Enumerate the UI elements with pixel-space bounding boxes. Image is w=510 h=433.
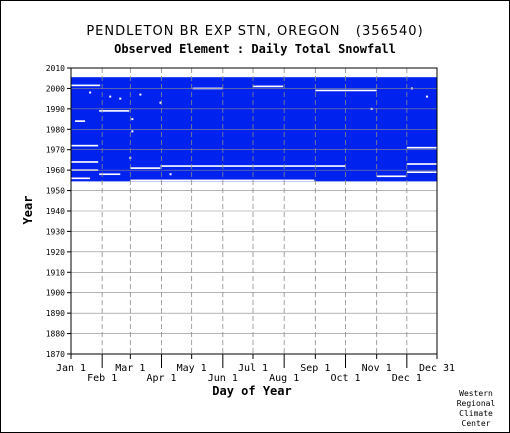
y-tick-label: 1970 [46,146,65,155]
missing-data-segment [71,84,101,87]
missing-data-point [109,95,112,98]
y-tick-label: 2000 [46,84,65,93]
x-tick-label: Nov 1 [362,363,392,374]
x-tick-label: May 1 [177,363,207,374]
y-axis-label: Year [21,196,35,225]
y-tick-label: 1990 [46,105,65,114]
y-tick-label: 2010 [46,64,65,73]
credit-block: Western Regional Climate Center [448,389,504,429]
chart-title: PENDLETON BR EXP STN, OREGON (356540) [86,24,424,39]
credit-line: Center [461,419,491,428]
missing-data-point [169,173,172,176]
x-tick-label: Jul 1 [238,363,268,374]
y-tick-label: 1920 [46,248,65,257]
y-tick-label: 1890 [46,309,65,318]
missing-data-segment [130,179,315,182]
x-axis-label: Day of Year [212,384,291,398]
missing-data-point [425,95,428,98]
y-tick-label: 1880 [46,330,65,339]
missing-data-segment [315,89,377,92]
y-tick-label: 1910 [46,268,65,277]
missing-data-segment [406,146,437,149]
x-tick-label: Jan 1 [56,363,86,374]
credit-line: Regional [456,399,496,408]
x-tick-label: Dec 1 [392,373,422,384]
credit-line: Western [459,389,493,398]
x-tick-label: Sep 1 [300,363,330,374]
missing-data-segment [406,163,437,165]
x-tick-label: Mar 1 [115,363,145,374]
x-tick-label: Oct 1 [330,373,360,384]
missing-data-point [131,118,134,121]
y-tick-label: 1960 [46,166,65,175]
y-tick-label: 1980 [46,125,65,134]
missing-data-segment [130,167,161,169]
x-tick-label: Aug 1 [269,373,299,384]
missing-data-point [159,101,162,104]
missing-data-point [89,91,92,94]
missing-data-segment [99,110,130,112]
x-tick-label: Dec 31 [419,363,455,374]
missing-data-segment [71,177,91,180]
x-tick-label: Jun 1 [208,373,238,384]
missing-data-segment [406,171,437,174]
y-tick-label: 1900 [46,289,65,298]
x-tick-label: Apr 1 [146,373,176,384]
missing-data-segment [252,85,284,88]
y-tick-label: 1870 [46,350,65,359]
x-tick-label: Feb 1 [87,373,117,384]
missing-data-segment [71,161,99,163]
y-tick-label: 1940 [46,207,65,216]
missing-data-point [139,93,142,96]
y-tick-label: 1950 [46,187,65,196]
y-tick-label: 1930 [46,227,65,236]
missing-data-segment [99,173,121,176]
missing-data-segment [75,120,86,122]
missing-data-segment [376,175,406,178]
missing-data-point [119,97,122,100]
credit-line: Climate [459,409,493,418]
plot-border [70,67,438,355]
chart-subtitle: Observed Element : Daily Total Snowfall [114,42,396,56]
missing-data-segment [71,144,99,147]
missing-data-point [131,130,134,133]
